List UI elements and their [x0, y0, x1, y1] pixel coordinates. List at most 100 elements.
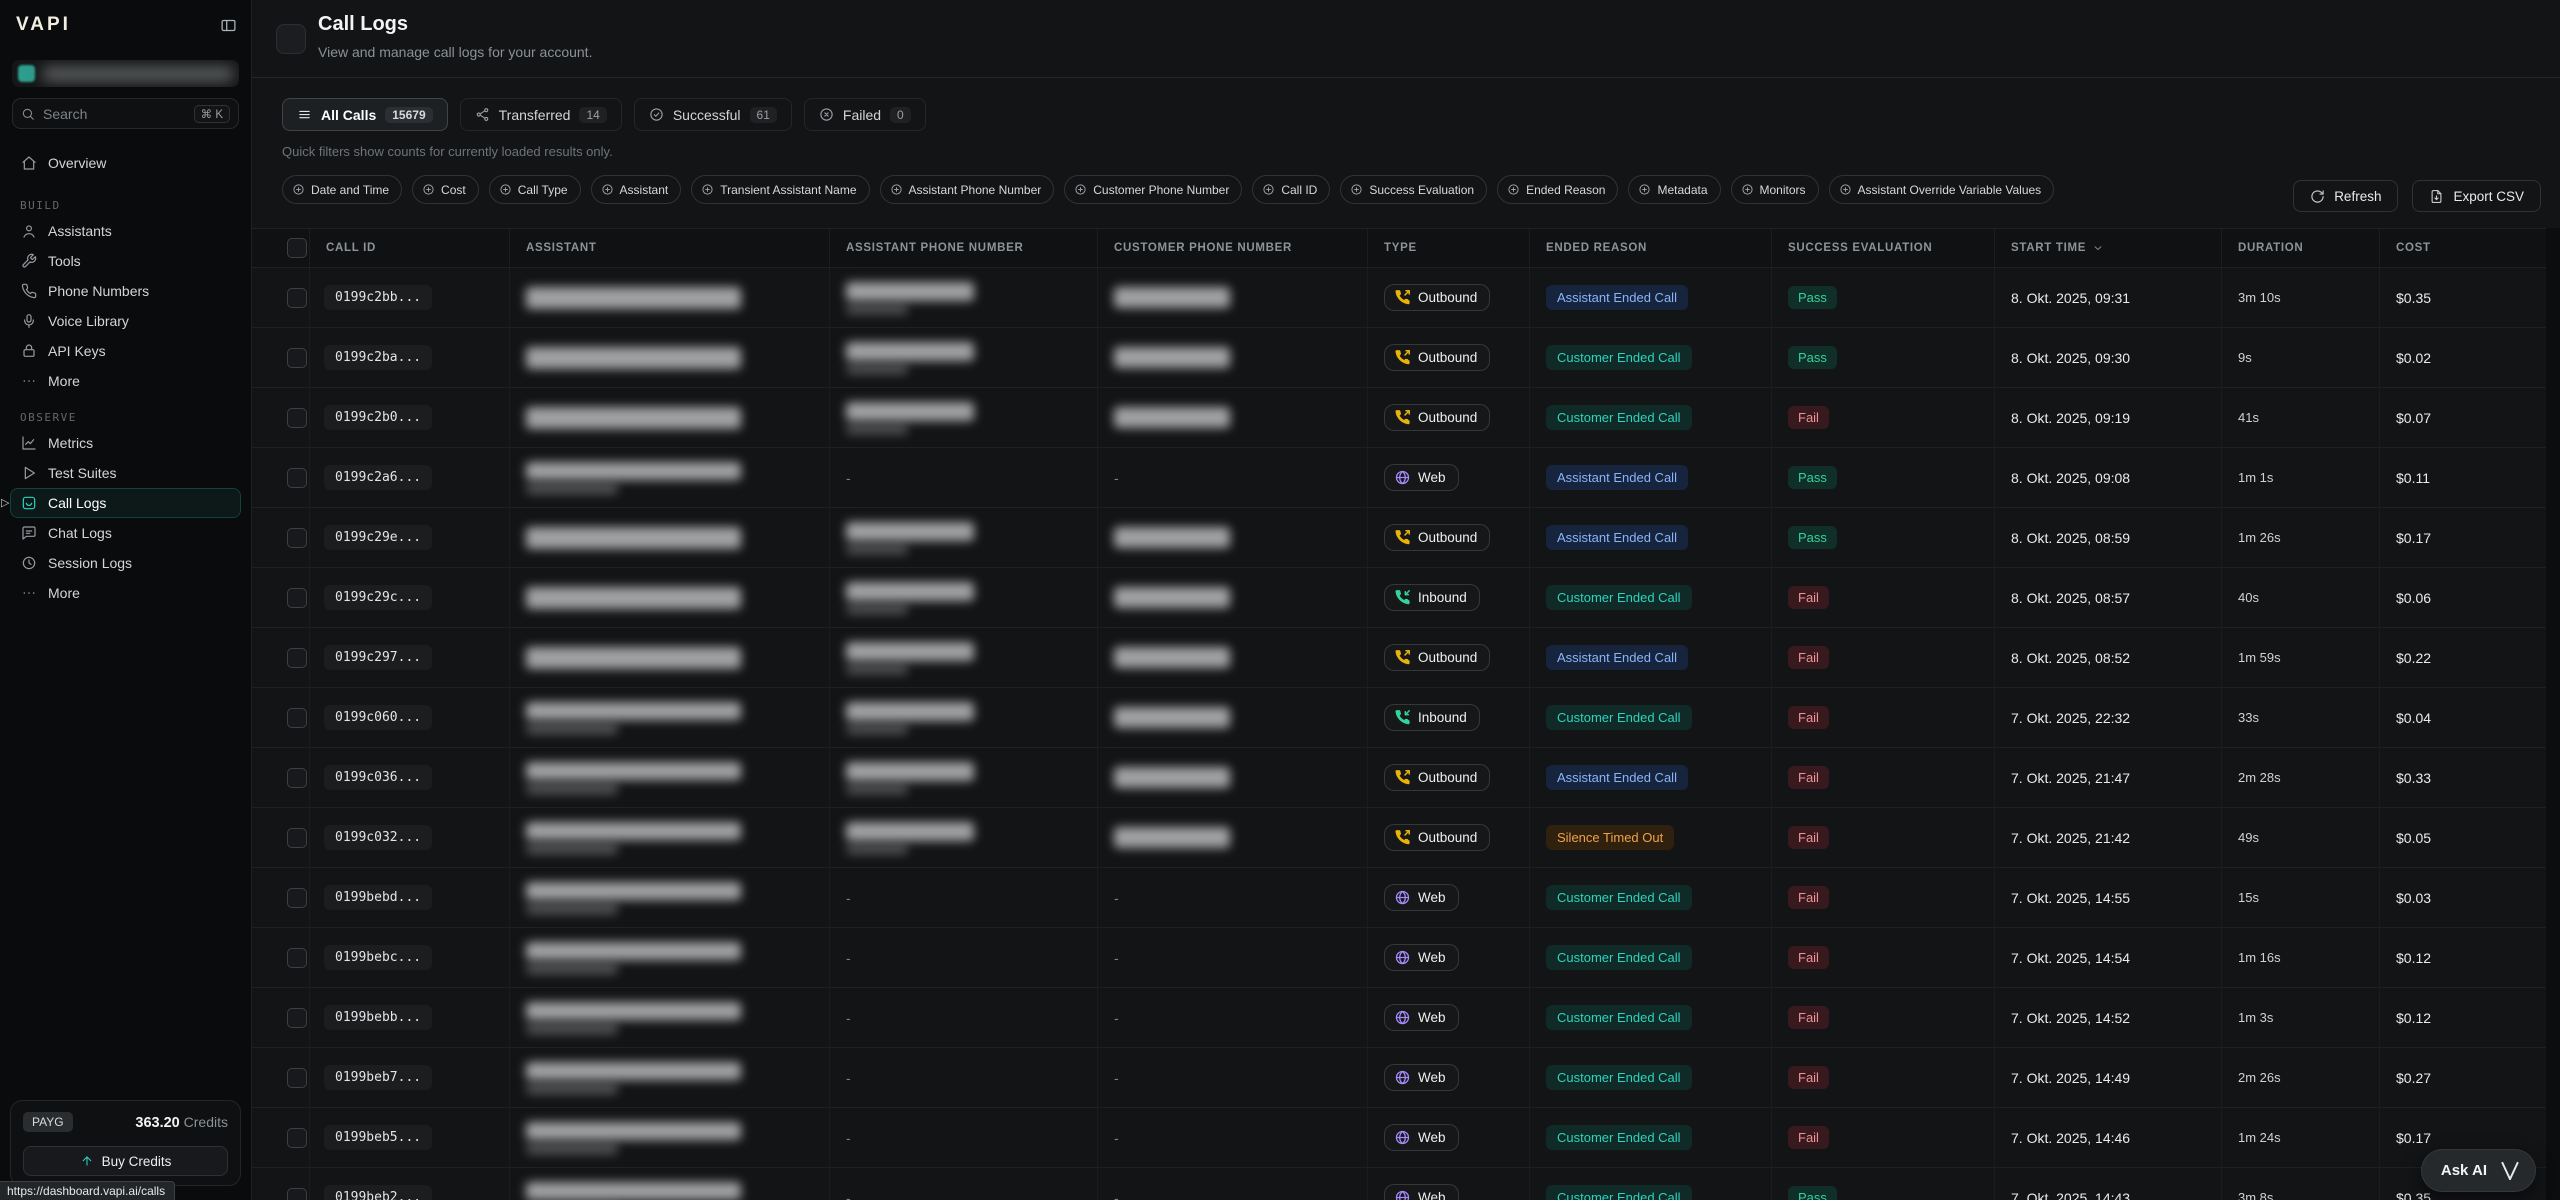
row-checkbox[interactable]	[287, 467, 307, 488]
filter-chip-transient-assistant-name[interactable]: Transient Assistant Name	[691, 175, 870, 204]
column-header-select[interactable]	[252, 229, 310, 267]
account-selector[interactable]	[12, 60, 239, 87]
sidebar-item-metrics[interactable]: Metrics	[10, 428, 241, 458]
column-header-cost[interactable]: COST	[2380, 229, 2546, 267]
row-checkbox[interactable]	[287, 1007, 307, 1028]
sidebar-item-chat-logs[interactable]: Chat Logs	[10, 518, 241, 548]
refresh-button[interactable]: Refresh	[2293, 180, 2399, 212]
table-row[interactable]: 0199c297... Outbound Assistant Ended Call F…	[252, 628, 2546, 688]
table-row[interactable]: 0199c2bb... Outbound Assistant Ended Call P…	[252, 268, 2546, 328]
cost-value: $0.05	[2396, 829, 2432, 846]
table-row[interactable]: 0199c29e... Outbound Assistant Ended Call P…	[252, 508, 2546, 568]
sidebar-item-tools[interactable]: Tools	[10, 246, 241, 276]
scrollbar-gutter[interactable]	[2546, 228, 2560, 1200]
cell-call-id: 0199c036...	[310, 748, 510, 807]
column-header-success-evaluation[interactable]: SUCCESS EVALUATION	[1772, 229, 1995, 267]
ask-ai-button[interactable]: Ask AI	[2420, 1149, 2536, 1192]
collapse-sidebar-icon[interactable]	[220, 17, 237, 34]
column-header-type[interactable]: TYPE	[1368, 229, 1530, 267]
column-header-ended-reason[interactable]: ENDED REASON	[1530, 229, 1772, 267]
row-checkbox[interactable]	[287, 347, 307, 368]
assistant-name-redacted	[526, 286, 741, 309]
column-header-call-id[interactable]: CALL ID	[310, 229, 510, 267]
row-checkbox[interactable]	[287, 827, 307, 848]
buy-credits-button[interactable]: Buy Credits	[23, 1146, 228, 1176]
sidebar-item-phone-numbers[interactable]: Phone Numbers	[10, 276, 241, 306]
tab-successful[interactable]: Successful 61	[633, 98, 792, 131]
list-icon	[297, 107, 312, 122]
table-row[interactable]: 0199c036... Outbound Assistant Ended Call F…	[252, 748, 2546, 808]
export-csv-button[interactable]: Export CSV	[2412, 180, 2541, 212]
tab-failed[interactable]: Failed 0	[803, 98, 926, 131]
cell-success-evaluation: Fail	[1772, 688, 1995, 747]
tab-all-calls[interactable]: All Calls 15679	[282, 98, 448, 131]
table-row[interactable]: 0199bebd... - - Web Customer Ended Call Fail 7…	[252, 868, 2546, 928]
row-checkbox[interactable]	[287, 767, 307, 788]
filter-chip-assistant-phone-number[interactable]: Assistant Phone Number	[879, 175, 1055, 204]
row-checkbox[interactable]	[287, 647, 307, 668]
cell-select	[252, 328, 310, 387]
row-checkbox[interactable]	[287, 407, 307, 428]
table-row[interactable]: 0199c29c... Inbound Customer Ended Call Fai…	[252, 568, 2546, 628]
table-row[interactable]: 0199c060... Inbound Customer Ended Call Fai…	[252, 688, 2546, 748]
sidebar-item-voice-library[interactable]: Voice Library	[10, 306, 241, 336]
table-row[interactable]: 0199c2a6... - - Web Assistant Ended Call Pass…	[252, 448, 2546, 508]
cell-assistant-phone	[830, 568, 1098, 627]
cell-success-evaluation: Fail	[1772, 988, 1995, 1047]
filter-chip-monitors[interactable]: Monitors	[1730, 175, 1819, 204]
row-checkbox[interactable]	[287, 1067, 307, 1088]
table-row[interactable]: 0199beb2... - - Web Customer Ended Call Pass 7…	[252, 1168, 2546, 1200]
filter-chip-ended-reason[interactable]: Ended Reason	[1497, 175, 1619, 204]
assistant-phone-redacted	[846, 821, 974, 841]
filter-chip-success-evaluation[interactable]: Success Evaluation	[1340, 175, 1488, 204]
search-input[interactable]: Search ⌘ K	[12, 98, 239, 129]
cell-ended-reason: Assistant Ended Call	[1530, 748, 1772, 807]
column-header-assistant[interactable]: ASSISTANT	[510, 229, 830, 267]
sidebar-item-api-keys[interactable]: API Keys	[10, 336, 241, 366]
assistant-phone-redacted	[846, 701, 974, 721]
filter-chip-cost[interactable]: Cost	[412, 175, 479, 204]
filter-chip-call-type[interactable]: Call Type	[488, 175, 581, 204]
sidebar-item-call-logs[interactable]: Call Logs	[10, 488, 241, 518]
customer-phone-redacted	[1114, 407, 1230, 428]
table-row[interactable]: 0199c032... Outbound Silence Timed Out Fail…	[252, 808, 2546, 868]
table-row[interactable]: 0199c2b0... Outbound Customer Ended Call Fa…	[252, 388, 2546, 448]
tab-transferred[interactable]: Transferred 14	[459, 98, 622, 131]
row-checkbox[interactable]	[287, 527, 307, 548]
table-row[interactable]: 0199beb5... - - Web Customer Ended Call Fail 7…	[252, 1108, 2546, 1168]
row-checkbox[interactable]	[287, 587, 307, 608]
row-checkbox[interactable]	[287, 947, 307, 968]
type-label: Web	[1418, 1070, 1446, 1085]
row-checkbox[interactable]	[287, 707, 307, 728]
filter-chip-call-id[interactable]: Call ID	[1252, 175, 1331, 204]
cell-customer-phone	[1098, 568, 1368, 627]
sidebar-item-session-logs[interactable]: Session Logs	[10, 548, 241, 578]
sidebar-item-test-suites[interactable]: Test Suites	[10, 458, 241, 488]
sidebar-item-more[interactable]: More	[10, 366, 241, 396]
table-row[interactable]: 0199bebc... - - Web Customer Ended Call Fail 7…	[252, 928, 2546, 988]
column-header-start-time[interactable]: START TIME	[1995, 229, 2222, 267]
column-header-duration[interactable]: DURATION	[2222, 229, 2380, 267]
filter-chip-assistant[interactable]: Assistant	[590, 175, 682, 204]
table-row[interactable]: 0199beb7... - - Web Customer Ended Call Fail 7…	[252, 1048, 2546, 1108]
row-checkbox[interactable]	[287, 1127, 307, 1148]
row-checkbox[interactable]	[287, 287, 307, 308]
filter-chip-metadata[interactable]: Metadata	[1628, 175, 1721, 204]
type-badge: Outbound	[1384, 644, 1491, 671]
sidebar-item-more[interactable]: More	[10, 578, 241, 608]
table-row[interactable]: 0199bebb... - - Web Customer Ended Call Fail 7…	[252, 988, 2546, 1048]
select-all-checkbox[interactable]	[287, 238, 307, 258]
filter-chip-customer-phone-number[interactable]: Customer Phone Number	[1064, 175, 1243, 204]
sidebar-item-assistants[interactable]: Assistants	[10, 216, 241, 246]
cell-call-id: 0199beb5...	[310, 1108, 510, 1167]
filter-chip-assistant-override-variable-values[interactable]: Assistant Override Variable Values	[1828, 175, 2055, 204]
table-row[interactable]: 0199c2ba... Outbound Customer Ended Call Pa…	[252, 328, 2546, 388]
column-header-assistant-phone-number[interactable]: ASSISTANT PHONE NUMBER	[830, 229, 1098, 267]
cell-start-time: 8. Okt. 2025, 09:19	[1995, 388, 2222, 447]
row-checkbox[interactable]	[287, 1187, 307, 1200]
filter-chip-date-and-time[interactable]: Date and Time	[282, 175, 403, 204]
column-header-customer-phone-number[interactable]: CUSTOMER PHONE NUMBER	[1098, 229, 1368, 267]
cell-ended-reason: Customer Ended Call	[1530, 568, 1772, 627]
sidebar-item-overview[interactable]: Overview	[10, 148, 241, 178]
row-checkbox[interactable]	[287, 887, 307, 908]
